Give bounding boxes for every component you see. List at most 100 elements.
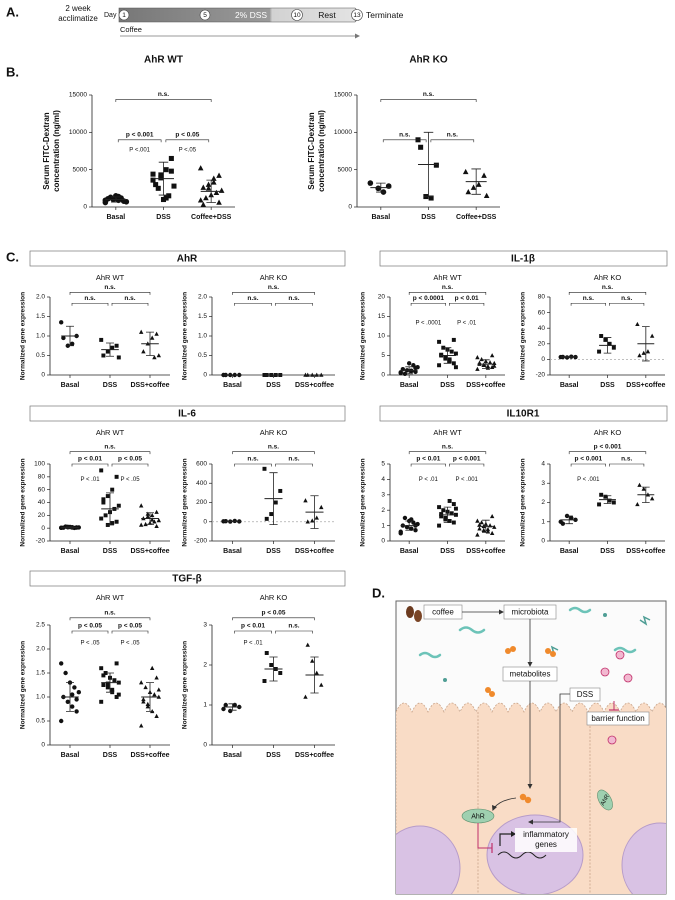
- data-point: [475, 355, 480, 360]
- chart-title: AhR KO: [594, 428, 622, 437]
- data-point: [154, 713, 159, 718]
- header-box: [379, 405, 668, 422]
- y-tick-label: 60: [38, 486, 46, 493]
- header-box: [29, 250, 346, 267]
- data-point: [447, 498, 452, 503]
- error-bar: [228, 703, 237, 711]
- diagram-label: AhR: [600, 793, 611, 807]
- dss-particle: [615, 650, 625, 660]
- x-tick-label: Basal: [223, 548, 242, 555]
- y-tick-label: 4: [541, 461, 545, 468]
- data-point: [61, 335, 66, 341]
- data-point: [116, 692, 121, 697]
- data-point: [143, 684, 148, 690]
- data-point: [70, 692, 75, 697]
- y-tick-label: -20: [36, 538, 46, 545]
- significance-label: n.s.: [247, 456, 258, 463]
- panel-label: B.: [6, 64, 19, 79]
- metabolite: [505, 648, 511, 654]
- data-point: [453, 512, 458, 517]
- y-axis-label: Normalized gene expression: [182, 458, 189, 546]
- bracket: [232, 292, 315, 295]
- mechanism-diagram: coffee microbiota metabolites DSS barrie…: [395, 600, 667, 895]
- data-point: [145, 511, 150, 516]
- data-point: [269, 663, 274, 667]
- data-point: [139, 503, 144, 508]
- chart: AhR WT Normalized gene expression 0 0.5 1.0 1…: [20, 593, 170, 759]
- error-bar: [482, 519, 490, 533]
- bracket: [609, 463, 645, 467]
- metabolite: [510, 646, 516, 652]
- significance-label: n.s.: [84, 295, 95, 302]
- significance-label: p < 0.01: [78, 456, 102, 463]
- data-point: [367, 180, 374, 186]
- chart: AhR KO Normalized gene expression -200 0 200…: [182, 428, 335, 555]
- data-point: [477, 526, 482, 531]
- p-value-note: P < .05: [120, 477, 140, 483]
- data-point: [105, 685, 110, 690]
- x-tick-label: DSS: [266, 382, 281, 389]
- significance-label: p < 0.001: [453, 456, 481, 463]
- significance-label: p < 0.05: [261, 610, 285, 617]
- y-tick-label: 1.5: [36, 313, 45, 320]
- data-point: [205, 185, 212, 191]
- chart: AhR KO Normalized gene expression 0 0.5 1.0 1…: [182, 273, 335, 389]
- data-point: [160, 197, 167, 203]
- x-tick-label: DSS+coffee: [295, 382, 334, 389]
- significance-label: p < 0.001: [126, 132, 154, 139]
- data-point: [413, 365, 418, 371]
- data-point: [99, 468, 104, 473]
- bracket: [71, 630, 109, 634]
- data-point: [649, 496, 655, 501]
- data-point: [569, 515, 574, 521]
- data-point: [72, 685, 77, 690]
- data-point: [156, 687, 161, 692]
- arrow-head: [492, 805, 497, 811]
- significance-label: n.s.: [602, 284, 613, 291]
- x-tick-label: Basal: [560, 548, 579, 555]
- data-point: [200, 184, 207, 190]
- data-point: [197, 197, 204, 203]
- y-tick-label: 0: [203, 518, 207, 525]
- y-axis-label: Normalized gene expression: [182, 641, 189, 729]
- data-point: [314, 515, 319, 520]
- data-point: [607, 341, 612, 346]
- diagram-label: AhR: [471, 813, 485, 820]
- data-point: [216, 172, 222, 178]
- data-point: [269, 512, 274, 517]
- error-bar: [471, 168, 481, 195]
- treatment-label: Coffee: [120, 25, 142, 34]
- panel-header: IL-6: [178, 409, 196, 420]
- y-tick-label: 4: [381, 476, 385, 483]
- data-point: [611, 345, 616, 350]
- y-tick-label: 10000: [334, 129, 352, 136]
- data-point: [439, 512, 444, 517]
- significance-label: n.s.: [442, 443, 453, 450]
- data-point: [152, 355, 157, 360]
- data-point: [637, 482, 642, 487]
- y-tick-label: 5000: [73, 166, 88, 173]
- error-bar: [269, 656, 278, 682]
- significance-label: p < 0.05: [78, 623, 102, 630]
- x-tick-label: DSS+coffee: [130, 382, 169, 389]
- data-point: [637, 353, 642, 358]
- data-point: [205, 181, 212, 187]
- bracket: [234, 630, 272, 634]
- y-tick-label: 15: [378, 313, 386, 320]
- data-point: [158, 172, 164, 178]
- p-value-note: P < .01: [457, 320, 477, 326]
- y-tick-label: 0: [348, 204, 352, 211]
- arrow-head: [511, 831, 516, 837]
- significance-label: p < 0.001: [575, 456, 603, 463]
- nucleus: [486, 814, 584, 894]
- significance-label: n.s.: [104, 610, 115, 617]
- error-bar: [66, 526, 74, 529]
- error-bar: [376, 182, 386, 193]
- data-point: [645, 349, 651, 354]
- data-point: [443, 356, 448, 361]
- nucleus: [621, 822, 666, 894]
- panel-header: IL-1β: [511, 254, 535, 265]
- data-point: [599, 492, 604, 497]
- data-point: [462, 168, 469, 175]
- data-point: [641, 486, 646, 491]
